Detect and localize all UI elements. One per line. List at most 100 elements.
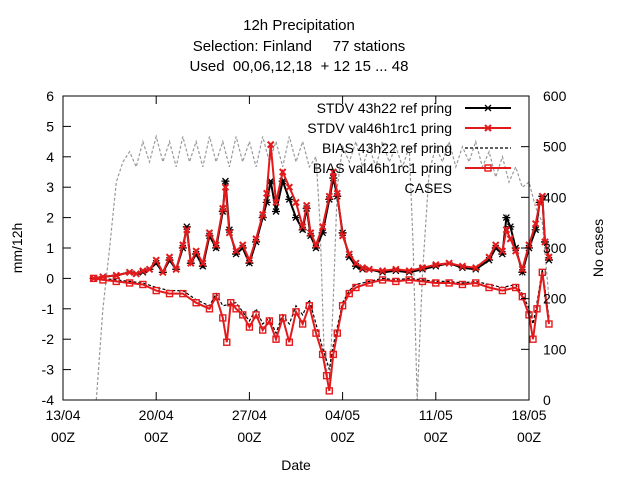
data-point xyxy=(302,201,311,210)
y-tick-label: -2 xyxy=(42,331,55,347)
y2-tick-label: 400 xyxy=(543,189,567,205)
data-point xyxy=(112,277,120,286)
data-point xyxy=(345,250,353,258)
data-point xyxy=(183,226,191,234)
data-point xyxy=(518,292,527,301)
data-point xyxy=(278,168,287,176)
data-point xyxy=(338,302,347,310)
data-point xyxy=(139,267,147,275)
data-point xyxy=(529,335,537,343)
data-point xyxy=(298,223,307,231)
data-point xyxy=(152,256,160,264)
data-point xyxy=(239,241,247,249)
data-point xyxy=(125,268,134,277)
data-point xyxy=(223,338,231,346)
data-point xyxy=(125,279,134,287)
series-cases xyxy=(95,134,550,401)
y2-tick-label: 100 xyxy=(543,341,567,357)
legend: STDV 43h22 ref pring STDV val46h1rc1 prin… xyxy=(307,100,511,196)
data-point xyxy=(263,189,271,197)
data-point xyxy=(165,289,174,298)
legend-marker xyxy=(484,124,492,132)
legend-label: BIAS val46h1rc1 pring xyxy=(313,160,452,176)
y-tick-label: 0 xyxy=(46,270,54,286)
series-line xyxy=(93,272,550,392)
y2-tick-label: 0 xyxy=(543,392,551,408)
data-point xyxy=(285,183,294,191)
data-point xyxy=(239,311,247,319)
data-point xyxy=(306,229,315,237)
data-point xyxy=(458,280,467,289)
data-point xyxy=(365,279,373,287)
y2-tick-label: 200 xyxy=(543,291,567,307)
data-point xyxy=(159,268,167,277)
data-point xyxy=(152,286,160,295)
data-point xyxy=(227,299,235,307)
data-point xyxy=(358,264,367,272)
legend-marker xyxy=(484,164,492,172)
data-point xyxy=(338,232,347,240)
data-point xyxy=(405,267,413,275)
data-point xyxy=(221,177,230,185)
y-tick-label: 5 xyxy=(46,118,54,134)
data-point xyxy=(112,271,120,280)
data-point xyxy=(492,241,500,249)
x-tick-label-time: 00Z xyxy=(51,429,76,445)
series-layer xyxy=(89,134,553,401)
chart-title: 12h Precipitation xyxy=(243,17,355,34)
y-tick-label: 2 xyxy=(46,210,54,226)
data-point xyxy=(506,235,515,243)
data-point xyxy=(205,305,214,313)
series-bias-val46h1rc1-spring xyxy=(89,268,553,395)
data-point xyxy=(392,265,400,273)
data-point xyxy=(298,320,307,328)
x-tick-label-date: 13/04 xyxy=(45,407,80,423)
x-axis-label: Date xyxy=(281,457,311,473)
data-point xyxy=(432,261,440,269)
data-point xyxy=(531,219,540,228)
data-point xyxy=(498,286,507,295)
legend-label: STDV 43h22 ref pring xyxy=(317,100,452,116)
data-point xyxy=(392,277,400,286)
data-point xyxy=(165,253,174,261)
data-point xyxy=(533,305,541,313)
data-point xyxy=(259,210,267,219)
data-point xyxy=(502,214,511,222)
y-tick-label: -4 xyxy=(42,392,55,408)
data-point xyxy=(472,279,480,287)
data-point xyxy=(305,302,314,310)
y2-tick-label: 600 xyxy=(543,88,567,104)
data-point xyxy=(352,283,360,292)
y-tick-label: -1 xyxy=(42,301,55,317)
data-point xyxy=(265,317,274,325)
x-tick-label-time: 00Z xyxy=(517,429,542,445)
data-point xyxy=(518,265,527,273)
data-point xyxy=(318,223,327,231)
data-point xyxy=(145,265,154,273)
data-point xyxy=(179,241,187,249)
data-point xyxy=(418,264,427,272)
y2-axis-label: No cases xyxy=(590,219,606,277)
data-point xyxy=(219,204,227,213)
data-point xyxy=(318,350,327,359)
data-point xyxy=(139,280,147,289)
x-tick-label-date: 18/05 xyxy=(511,407,546,423)
y-tick-label: 4 xyxy=(46,149,54,165)
data-point xyxy=(418,277,427,286)
x-tick-label-time: 00Z xyxy=(144,429,169,445)
data-point xyxy=(89,274,98,283)
data-point xyxy=(545,253,553,261)
data-point xyxy=(329,168,337,176)
data-point xyxy=(292,214,300,222)
data-point xyxy=(545,320,553,328)
data-point xyxy=(329,350,337,359)
data-point xyxy=(192,247,200,255)
data-point xyxy=(432,279,440,287)
x-tick-label-time: 00Z xyxy=(237,429,262,445)
data-point xyxy=(172,265,180,273)
data-point xyxy=(292,198,300,207)
data-point xyxy=(205,229,214,237)
data-point xyxy=(378,276,387,284)
data-point xyxy=(232,305,240,313)
